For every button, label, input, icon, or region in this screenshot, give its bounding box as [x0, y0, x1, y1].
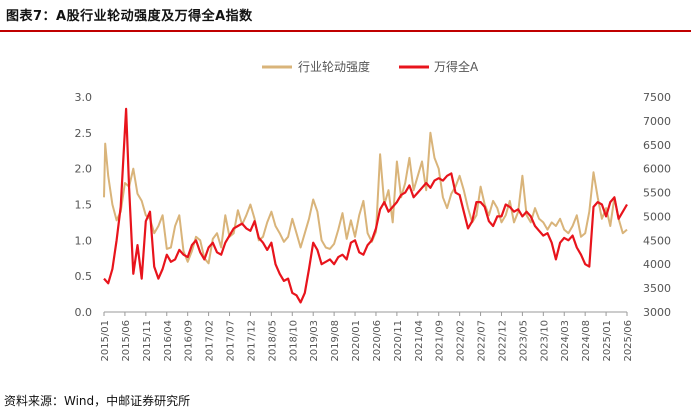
y-right-tick-label: 4000: [643, 258, 671, 271]
x-tick-label: 2015/01: [100, 320, 111, 362]
x-tick-label: 2017/02: [205, 320, 216, 362]
legend-rotation-strength-label: 行业轮动强度: [298, 59, 370, 74]
y-right-tick-label: 5000: [643, 210, 671, 223]
y-left-tick-label: 1.0: [75, 234, 93, 247]
x-tick-label: 2023/05: [518, 320, 529, 362]
rotation-strength-line: [103, 131, 628, 265]
x-tick-label: 2025/01: [602, 320, 613, 362]
y-left-tick-label: 2.5: [75, 127, 93, 140]
x-tick-label: 2015/11: [142, 320, 153, 362]
x-tick-label: 2020/06: [372, 320, 383, 362]
x-tick-label: 2020/11: [393, 320, 404, 362]
x-tick-label: 2022/12: [497, 320, 508, 362]
x-tick-label: 2018/05: [267, 320, 278, 362]
legend-wind-all-a-label: 万得全A: [434, 59, 479, 74]
title-rule: [0, 30, 691, 32]
y-right-tick-label: 7500: [643, 91, 671, 104]
x-tick-label: 2021/04: [414, 320, 425, 362]
x-tick-label: 2020/01: [351, 320, 362, 362]
x-tick-label: 2019/08: [330, 320, 341, 362]
x-tick-label: 2015/06: [121, 320, 132, 362]
x-tick-label: 2024/08: [581, 320, 592, 362]
source-note: 资料来源：Wind，中邮证券研究所: [4, 394, 191, 408]
x-tick-label: 2022/07: [477, 320, 488, 362]
x-tick-label: 2024/03: [560, 320, 571, 362]
x-tick-label: 2019/03: [309, 320, 320, 362]
x-tick-label: 2016/04: [163, 320, 174, 362]
y-right-tick-label: 4500: [643, 234, 671, 247]
x-tick-label: 2017/07: [226, 320, 237, 362]
x-tick-label: 2016/09: [184, 320, 195, 362]
y-left-tick-label: 2.0: [75, 163, 93, 176]
y-left-tick-label: 0.0: [75, 306, 93, 319]
y-right-tick-label: 6000: [643, 163, 671, 176]
x-tick-label: 2025/06: [623, 320, 634, 362]
y-right-tick-label: 3500: [643, 282, 671, 295]
y-right-tick-label: 7000: [643, 115, 671, 128]
y-left-tick-label: 1.5: [75, 199, 93, 212]
x-tick-label: 2021/09: [435, 320, 446, 362]
x-tick-label: 2018/10: [288, 320, 299, 362]
x-tick-label: 2022/02: [456, 320, 467, 362]
figure-title: 图表7：A股行业轮动强度及万得全A指数: [6, 9, 253, 24]
y-right-tick-label: 3000: [643, 306, 671, 319]
wind-all-a-line: [103, 107, 628, 304]
y-right-tick-label: 6500: [643, 139, 671, 152]
y-left-tick-label: 3.0: [75, 91, 93, 104]
y-right-tick-label: 5500: [643, 187, 671, 200]
x-tick-label: 2017/12: [246, 320, 257, 362]
x-tick-label: 2023/10: [539, 320, 550, 362]
y-left-tick-label: 0.5: [75, 270, 93, 283]
